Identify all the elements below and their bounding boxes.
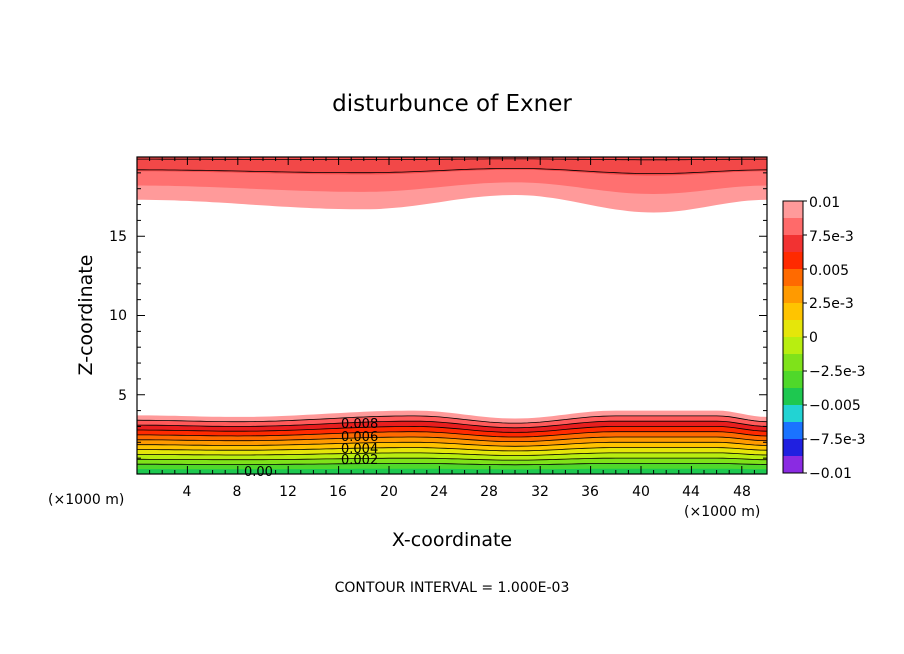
contour-line: [137, 452, 767, 456]
y-tick-labels: 5 10 15: [109, 229, 127, 404]
colorbar: [782, 200, 807, 474]
colorbar-segment: [783, 422, 803, 440]
colorbar-label: −0.01: [809, 466, 852, 482]
x-tick-label: 16: [329, 484, 347, 500]
colorbar-segment: [783, 388, 803, 406]
x-unit-label-right: (×1000 m): [684, 504, 760, 520]
colorbar-segment: [783, 371, 803, 389]
contour-line: [137, 457, 767, 461]
colorbar-segment: [783, 235, 803, 253]
contour-line: [137, 436, 767, 442]
plot-area: [137, 157, 767, 474]
x-tick-label: 8: [233, 484, 242, 500]
contour-line: [137, 431, 767, 438]
colorbar-label: 0.01: [809, 195, 840, 211]
colorbar-segment: [783, 269, 803, 287]
colorbar-segment: [783, 201, 803, 219]
x-tick-labels: 4 8 12 16 20 24 28 32 36 40 44 48: [183, 484, 751, 500]
contour-line: [137, 447, 767, 452]
y-tick-label: 15: [109, 229, 127, 245]
x-tick-label: 20: [380, 484, 398, 500]
colorbar-segment: [783, 320, 803, 338]
x-unit-label-left: (×1000 m): [48, 492, 124, 508]
axis-ticks: [137, 157, 767, 474]
contour-line: [137, 441, 767, 447]
contour-label-000: 0.00: [244, 465, 273, 480]
colorbar-segment: [783, 354, 803, 372]
x-tick-label: 32: [531, 484, 549, 500]
y-axis-label: Z-coordinate: [75, 255, 97, 376]
x-tick-label: 40: [632, 484, 650, 500]
contour-line: [137, 463, 767, 466]
x-tick-label: 48: [733, 484, 751, 500]
x-tick-label: 28: [480, 484, 498, 500]
colorbar-segment: [783, 456, 803, 474]
colorbar-segment: [783, 218, 803, 236]
x-tick-label: 24: [430, 484, 448, 500]
contour-label-0006: 0.006: [341, 430, 378, 445]
x-tick-label: 12: [279, 484, 297, 500]
colorbar-segment: [783, 303, 803, 321]
contour-line: [137, 415, 767, 424]
x-tick-label: 36: [581, 484, 599, 500]
colorbar-segment: [783, 439, 803, 457]
colorbar-label: −7.5e-3: [809, 432, 866, 448]
x-tick-label: 44: [682, 484, 700, 500]
contour-line: [137, 420, 767, 429]
colorbar-label: 0.005: [809, 263, 849, 279]
upper-color-bands: [137, 157, 767, 213]
contour-label-0008: 0.008: [341, 417, 378, 432]
x-tick-label: 4: [183, 484, 192, 500]
colorbar-label: 2.5e-3: [809, 296, 854, 312]
x-axis-label: X-coordinate: [392, 529, 512, 551]
colorbar-label: 0: [809, 330, 818, 346]
colorbar-segment: [783, 337, 803, 355]
colorbar-label: −2.5e-3: [809, 364, 866, 380]
colorbar-label: −0.005: [809, 398, 861, 414]
contour-label-group: 0.008 0.006 0.004 0.002 0.00: [244, 417, 378, 480]
colorbar-segment: [783, 286, 803, 304]
contour-label-0002: 0.002: [341, 453, 378, 468]
contour-line: [137, 425, 767, 433]
colorbar-label: 7.5e-3: [809, 229, 854, 245]
colorbar-labels: 0.01 7.5e-3 0.005 2.5e-3 0 −2.5e-3 −0.00…: [809, 195, 866, 482]
contour-lines: [137, 158, 767, 466]
y-tick-label: 5: [118, 388, 127, 404]
contour-line: [137, 168, 767, 174]
chart-title: disturbunce of Exner: [332, 91, 572, 117]
y-tick-label: 10: [109, 308, 127, 324]
upper-band-fill: [137, 157, 767, 176]
colorbar-segment: [783, 252, 803, 270]
colorbar-segment: [783, 405, 803, 423]
contour-label-0004: 0.004: [341, 442, 378, 457]
contour-interval-note: CONTOUR INTERVAL = 1.000E-03: [335, 580, 570, 596]
